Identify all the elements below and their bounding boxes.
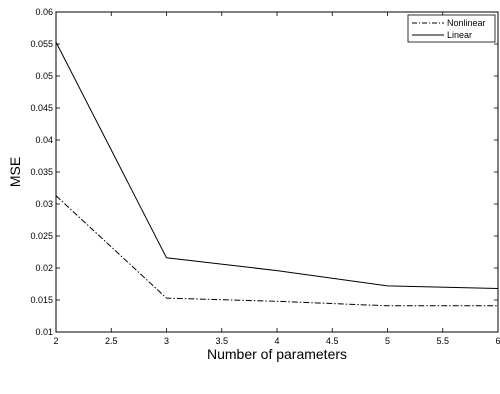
- y-tick-label: 0.04: [35, 135, 53, 145]
- legend-label-linear: Linear: [447, 30, 472, 40]
- x-tick-label: 2.5: [105, 336, 118, 346]
- x-tick-label: 5: [385, 336, 390, 346]
- y-axis-ticks: 0.01 0.015 0.02 0.025 0.03 0.035 0.04 0.045 0.05…: [30, 7, 498, 337]
- y-tick-label: 0.03: [35, 199, 53, 209]
- x-tick-label: 4: [274, 336, 279, 346]
- x-tick-label: 4.5: [326, 336, 339, 346]
- x-tick-label: 3.5: [215, 336, 228, 346]
- series-line-nonlinear: [55, 195, 498, 307]
- legend: Nonlinear Linear: [407, 14, 496, 43]
- y-tick-label: 0.05: [35, 71, 53, 81]
- series-layer: [55, 41, 499, 307]
- x-axis-ticks: 2 2.5 3 3.5 4 4.5 5 5.5 6: [53, 12, 500, 346]
- x-tick-label: 3: [164, 336, 169, 346]
- y-tick-label: 0.035: [30, 167, 53, 177]
- x-tick-label: 2: [53, 336, 58, 346]
- y-tick-label: 0.06: [35, 7, 53, 17]
- x-axis-label: Number of parameters: [207, 346, 347, 362]
- y-tick-label: 0.045: [30, 103, 53, 113]
- legend-box: [407, 14, 496, 43]
- plot-frame: [55, 11, 499, 333]
- x-tick-label: 5.5: [436, 336, 449, 346]
- y-tick-label: 0.015: [30, 295, 53, 305]
- y-tick-label: 0.01: [35, 327, 53, 337]
- y-axis-label: MSE: [7, 157, 23, 187]
- legend-label-nonlinear: Nonlinear: [447, 18, 486, 28]
- y-tick-label: 0.055: [30, 39, 53, 49]
- y-tick-label: 0.02: [35, 263, 53, 273]
- series-line-linear: [55, 41, 499, 289]
- x-tick-label: 6: [495, 336, 500, 346]
- y-tick-label: 0.025: [30, 231, 53, 241]
